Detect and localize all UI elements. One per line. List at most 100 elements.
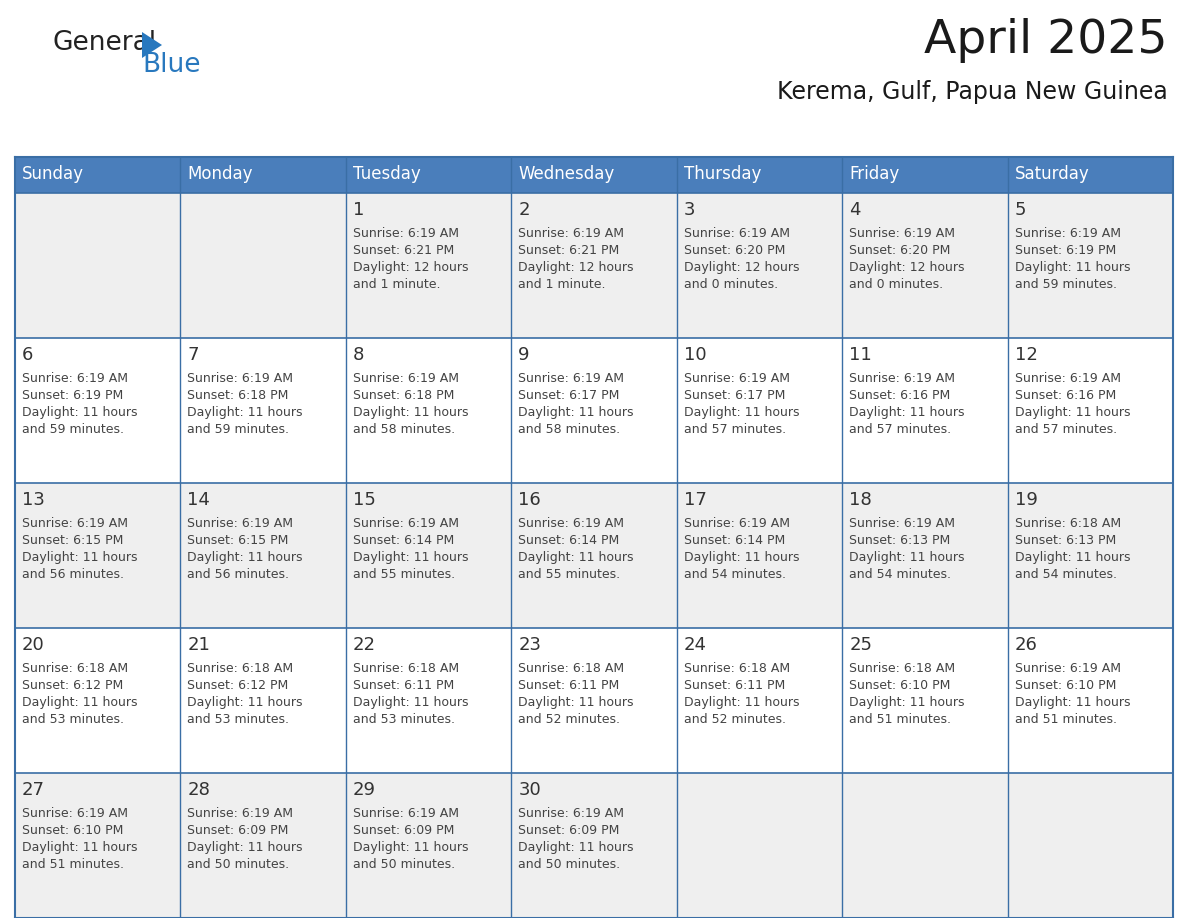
Text: Sunset: 6:14 PM: Sunset: 6:14 PM: [684, 534, 785, 547]
Text: and 50 minutes.: and 50 minutes.: [353, 858, 455, 871]
Text: Sunset: 6:16 PM: Sunset: 6:16 PM: [1015, 389, 1116, 402]
Text: Sunrise: 6:18 AM: Sunrise: 6:18 AM: [188, 662, 293, 675]
Text: Daylight: 11 hours: Daylight: 11 hours: [518, 551, 633, 564]
Text: Sunset: 6:17 PM: Sunset: 6:17 PM: [518, 389, 620, 402]
Text: Daylight: 11 hours: Daylight: 11 hours: [684, 551, 800, 564]
Text: Sunset: 6:21 PM: Sunset: 6:21 PM: [353, 244, 454, 257]
Text: Sunrise: 6:19 AM: Sunrise: 6:19 AM: [188, 807, 293, 820]
Text: 13: 13: [23, 491, 45, 509]
Polygon shape: [143, 32, 162, 58]
Text: Daylight: 12 hours: Daylight: 12 hours: [849, 261, 965, 274]
Text: and 54 minutes.: and 54 minutes.: [684, 568, 785, 581]
Text: Sunset: 6:13 PM: Sunset: 6:13 PM: [849, 534, 950, 547]
Text: Sunrise: 6:18 AM: Sunrise: 6:18 AM: [353, 662, 459, 675]
Text: Sunset: 6:19 PM: Sunset: 6:19 PM: [1015, 244, 1116, 257]
Text: Blue: Blue: [143, 52, 201, 78]
Text: Sunrise: 6:19 AM: Sunrise: 6:19 AM: [684, 372, 790, 385]
Text: Sunrise: 6:19 AM: Sunrise: 6:19 AM: [353, 807, 459, 820]
Text: and 1 minute.: and 1 minute.: [353, 278, 441, 291]
Text: Sunrise: 6:18 AM: Sunrise: 6:18 AM: [849, 662, 955, 675]
Text: Sunrise: 6:19 AM: Sunrise: 6:19 AM: [188, 372, 293, 385]
Text: and 56 minutes.: and 56 minutes.: [188, 568, 290, 581]
Text: Sunset: 6:10 PM: Sunset: 6:10 PM: [1015, 679, 1116, 692]
Text: 25: 25: [849, 636, 872, 654]
Text: and 0 minutes.: and 0 minutes.: [684, 278, 778, 291]
Text: Wednesday: Wednesday: [518, 165, 614, 183]
Text: Sunset: 6:19 PM: Sunset: 6:19 PM: [23, 389, 124, 402]
Text: 24: 24: [684, 636, 707, 654]
Text: Sunrise: 6:19 AM: Sunrise: 6:19 AM: [188, 517, 293, 530]
Text: Sunset: 6:14 PM: Sunset: 6:14 PM: [518, 534, 619, 547]
Text: Daylight: 11 hours: Daylight: 11 hours: [518, 841, 633, 854]
Text: 22: 22: [353, 636, 375, 654]
Text: Sunset: 6:20 PM: Sunset: 6:20 PM: [684, 244, 785, 257]
Text: Kerema, Gulf, Papua New Guinea: Kerema, Gulf, Papua New Guinea: [777, 80, 1168, 104]
Text: Daylight: 11 hours: Daylight: 11 hours: [188, 551, 303, 564]
Text: 28: 28: [188, 781, 210, 799]
Text: Sunset: 6:10 PM: Sunset: 6:10 PM: [23, 824, 124, 837]
Text: 30: 30: [518, 781, 541, 799]
Text: and 53 minutes.: and 53 minutes.: [188, 713, 290, 726]
Text: Daylight: 11 hours: Daylight: 11 hours: [23, 696, 138, 709]
Text: General: General: [52, 30, 156, 56]
Text: 19: 19: [1015, 491, 1037, 509]
Text: 17: 17: [684, 491, 707, 509]
Text: Sunrise: 6:19 AM: Sunrise: 6:19 AM: [1015, 372, 1120, 385]
Text: 8: 8: [353, 346, 365, 364]
Text: Sunrise: 6:19 AM: Sunrise: 6:19 AM: [353, 517, 459, 530]
Text: 6: 6: [23, 346, 33, 364]
Text: and 52 minutes.: and 52 minutes.: [684, 713, 785, 726]
Text: Sunset: 6:11 PM: Sunset: 6:11 PM: [353, 679, 454, 692]
Text: Sunset: 6:09 PM: Sunset: 6:09 PM: [188, 824, 289, 837]
Text: 20: 20: [23, 636, 45, 654]
Text: and 57 minutes.: and 57 minutes.: [684, 423, 785, 436]
Text: Sunset: 6:15 PM: Sunset: 6:15 PM: [23, 534, 124, 547]
Text: 15: 15: [353, 491, 375, 509]
Bar: [15, 157, 1173, 193]
Text: Sunset: 6:17 PM: Sunset: 6:17 PM: [684, 389, 785, 402]
Text: Sunrise: 6:19 AM: Sunrise: 6:19 AM: [23, 807, 128, 820]
Text: 27: 27: [23, 781, 45, 799]
Text: Sunset: 6:18 PM: Sunset: 6:18 PM: [188, 389, 289, 402]
Text: Sunset: 6:20 PM: Sunset: 6:20 PM: [849, 244, 950, 257]
Text: 23: 23: [518, 636, 542, 654]
Text: Sunday: Sunday: [23, 165, 84, 183]
Text: Saturday: Saturday: [1015, 165, 1089, 183]
Text: Sunrise: 6:19 AM: Sunrise: 6:19 AM: [353, 227, 459, 240]
Text: Daylight: 11 hours: Daylight: 11 hours: [188, 696, 303, 709]
Text: April 2025: April 2025: [924, 18, 1168, 63]
Text: Sunrise: 6:19 AM: Sunrise: 6:19 AM: [1015, 662, 1120, 675]
Text: Sunrise: 6:19 AM: Sunrise: 6:19 AM: [518, 807, 624, 820]
Text: and 53 minutes.: and 53 minutes.: [353, 713, 455, 726]
Text: and 58 minutes.: and 58 minutes.: [518, 423, 620, 436]
Text: Sunrise: 6:19 AM: Sunrise: 6:19 AM: [353, 372, 459, 385]
Text: and 1 minute.: and 1 minute.: [518, 278, 606, 291]
Text: Sunrise: 6:19 AM: Sunrise: 6:19 AM: [518, 372, 624, 385]
Text: 29: 29: [353, 781, 375, 799]
Text: Sunset: 6:11 PM: Sunset: 6:11 PM: [518, 679, 619, 692]
Text: and 57 minutes.: and 57 minutes.: [849, 423, 952, 436]
Text: Sunrise: 6:18 AM: Sunrise: 6:18 AM: [684, 662, 790, 675]
Text: 18: 18: [849, 491, 872, 509]
Text: 14: 14: [188, 491, 210, 509]
Text: Daylight: 11 hours: Daylight: 11 hours: [849, 551, 965, 564]
Text: Sunset: 6:11 PM: Sunset: 6:11 PM: [684, 679, 785, 692]
Text: Daylight: 11 hours: Daylight: 11 hours: [188, 841, 303, 854]
Text: Sunrise: 6:19 AM: Sunrise: 6:19 AM: [684, 227, 790, 240]
Text: and 59 minutes.: and 59 minutes.: [1015, 278, 1117, 291]
Bar: [15, 483, 1173, 628]
Text: and 55 minutes.: and 55 minutes.: [518, 568, 620, 581]
Text: and 51 minutes.: and 51 minutes.: [849, 713, 952, 726]
Text: Sunset: 6:09 PM: Sunset: 6:09 PM: [353, 824, 454, 837]
Text: 21: 21: [188, 636, 210, 654]
Text: Sunset: 6:12 PM: Sunset: 6:12 PM: [188, 679, 289, 692]
Text: 3: 3: [684, 201, 695, 219]
Text: Sunset: 6:14 PM: Sunset: 6:14 PM: [353, 534, 454, 547]
Text: Sunrise: 6:18 AM: Sunrise: 6:18 AM: [518, 662, 625, 675]
Text: 16: 16: [518, 491, 541, 509]
Text: and 59 minutes.: and 59 minutes.: [23, 423, 124, 436]
Text: Daylight: 11 hours: Daylight: 11 hours: [518, 696, 633, 709]
Text: Daylight: 11 hours: Daylight: 11 hours: [849, 696, 965, 709]
Text: Sunset: 6:18 PM: Sunset: 6:18 PM: [353, 389, 454, 402]
Text: Sunset: 6:09 PM: Sunset: 6:09 PM: [518, 824, 620, 837]
